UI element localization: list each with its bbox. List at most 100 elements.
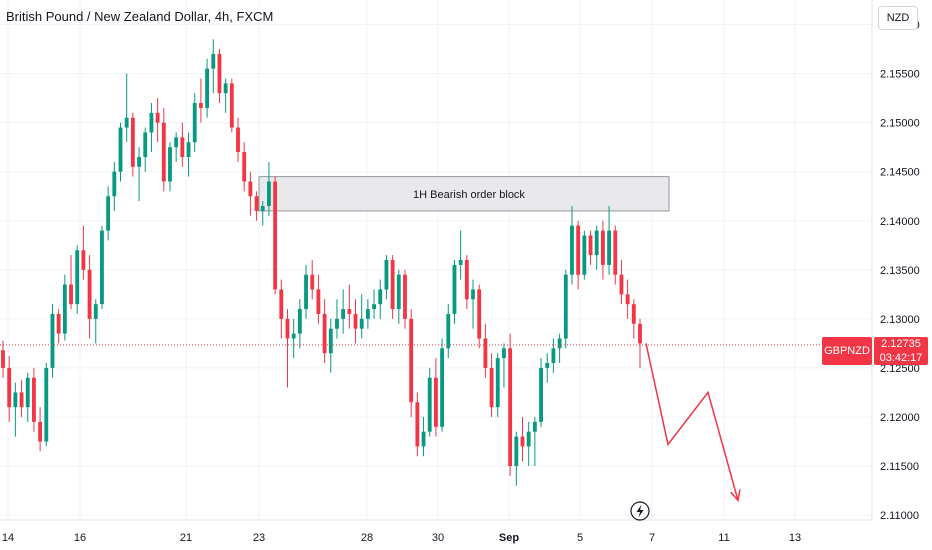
price-tick-label: 2.11000 — [880, 510, 919, 522]
candle-down — [242, 152, 247, 182]
candle-down — [403, 274, 407, 319]
time-axis-labels: 14 16 21 23 28 30 Sep 5 7 11 13 — [2, 532, 801, 544]
candle-up — [557, 338, 562, 349]
order-block-label: 1H Bearish order block — [413, 189, 525, 201]
candle-down — [254, 196, 259, 211]
price-tick-label: 2.11500 — [880, 461, 919, 473]
candle-up — [149, 112, 154, 133]
time-tick-label: Sep — [499, 532, 519, 544]
price-axis-labels: 2.160002.155002.150002.145002.140002.135… — [880, 20, 920, 523]
currency-button[interactable]: NZD — [878, 6, 918, 30]
candle-down — [322, 313, 327, 354]
candle-up — [514, 436, 519, 467]
candle-up — [328, 328, 333, 354]
candle-up — [446, 313, 451, 349]
candle-up — [260, 206, 265, 211]
candle-up — [93, 304, 98, 319]
candle-down — [38, 421, 43, 442]
candle-up — [421, 431, 426, 447]
candle-up — [539, 367, 543, 422]
candle-up — [75, 250, 80, 305]
price-tick-label: 2.13500 — [880, 265, 920, 277]
candle-down — [130, 117, 135, 167]
candle-down — [409, 318, 414, 403]
candle-up — [341, 309, 346, 319]
candle-down — [87, 269, 92, 319]
candle-up — [607, 230, 611, 265]
candle-down — [180, 137, 185, 157]
candle-up — [452, 264, 457, 314]
chart-grid — [0, 0, 872, 520]
candle-up — [186, 142, 191, 157]
price-tick-label: 2.13000 — [880, 314, 920, 326]
candle-down — [600, 230, 605, 265]
bearish-order-block[interactable]: 1H Bearish order block — [258, 176, 670, 212]
candle-up — [112, 171, 117, 197]
candle-down — [285, 318, 290, 339]
price-tick-label: 2.15500 — [880, 69, 920, 81]
candle-down — [625, 294, 630, 305]
time-tick-label: 7 — [649, 532, 655, 544]
candle-down — [229, 83, 234, 128]
candle-up — [174, 137, 179, 148]
time-tick-label: 30 — [432, 532, 444, 544]
candle-up — [532, 421, 537, 432]
candle-down — [613, 230, 618, 275]
candle-down — [489, 367, 494, 408]
candle-up — [44, 367, 49, 442]
candle-down — [520, 436, 525, 447]
candle-up — [372, 304, 376, 310]
candle-down — [155, 112, 160, 123]
candle-down — [56, 313, 61, 334]
candle-up — [13, 392, 18, 408]
lightning-icon[interactable] — [630, 501, 650, 521]
candle-up — [267, 181, 271, 207]
candle-down — [390, 260, 395, 310]
candle-down — [273, 181, 278, 290]
candle-up — [563, 274, 568, 339]
candle-down — [248, 181, 253, 197]
order-block-rect — [258, 176, 670, 212]
time-tick-label: 13 — [789, 532, 801, 544]
time-tick-label: 5 — [577, 532, 583, 544]
candle-up — [359, 318, 364, 329]
candle-down — [1, 350, 5, 368]
candle-down — [483, 338, 488, 368]
candle-down — [7, 367, 12, 408]
candle-down — [161, 122, 166, 182]
candle-up — [582, 235, 587, 275]
price-tick-label: 2.14000 — [880, 216, 920, 228]
time-tick-label: 14 — [2, 532, 14, 544]
candle-up — [25, 377, 30, 408]
candle-down — [619, 274, 624, 295]
candle-up — [427, 377, 432, 432]
candle-down — [316, 289, 321, 314]
candle-up — [168, 147, 172, 182]
chart-title: British Pound / New Zealand Dollar, 4h, … — [6, 9, 274, 24]
candle-up — [545, 363, 550, 368]
candle-up — [440, 348, 445, 427]
candle-down — [198, 103, 203, 108]
price-tick-label: 2.15000 — [880, 118, 920, 130]
candle-down — [433, 377, 438, 427]
candle-up — [365, 309, 370, 319]
candle-up — [502, 348, 506, 359]
candle-down — [81, 250, 86, 270]
candle-down — [576, 225, 581, 275]
candle-up — [124, 117, 129, 128]
candle-up — [100, 230, 104, 305]
candle-up — [205, 68, 210, 108]
projection-arrow[interactable] — [645, 343, 741, 503]
candle-up — [137, 156, 141, 167]
candle-up — [384, 260, 389, 290]
candle-up — [378, 289, 383, 305]
candle-up — [495, 358, 500, 408]
price-tick-label: 2.14500 — [880, 167, 920, 179]
arrow-head — [730, 489, 741, 503]
candle-up — [458, 260, 463, 265]
candle-down — [69, 284, 73, 305]
price-tick-label: 2.12500 — [880, 363, 920, 375]
candle-up — [304, 274, 308, 310]
candle-down — [347, 309, 352, 314]
